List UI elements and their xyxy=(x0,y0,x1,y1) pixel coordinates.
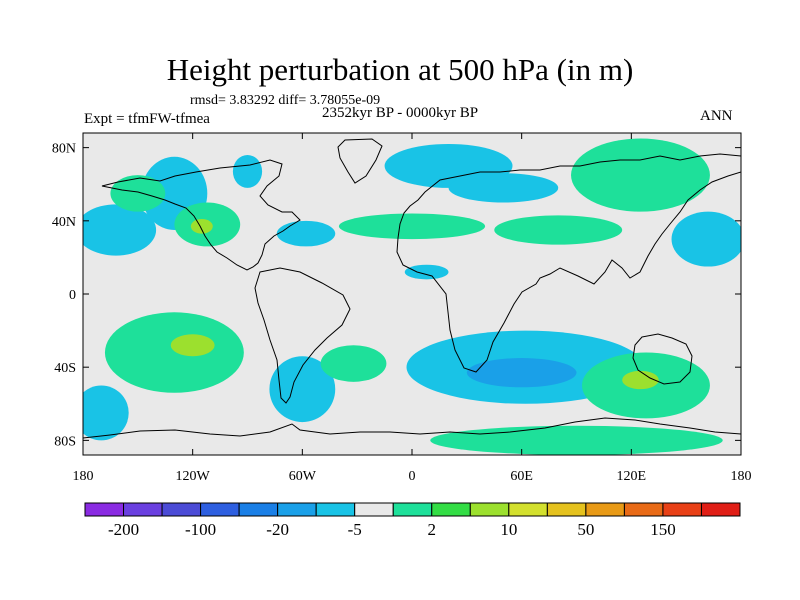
colorbar-label: -5 xyxy=(348,520,362,539)
lon-tick-label: 60W xyxy=(289,469,317,484)
colorbar-swatch xyxy=(508,502,548,517)
anomaly-region-green xyxy=(338,213,486,240)
colorbar-swatch xyxy=(469,502,510,517)
latitude-axis: 80N 40N 0 40S 80S xyxy=(52,142,741,449)
coastline-antarctica xyxy=(83,417,741,439)
anomaly-region-green xyxy=(494,215,623,245)
colorbar-label: -100 xyxy=(185,520,216,539)
coastline-eurasia-africa xyxy=(396,153,741,373)
lat-tick-label: 40N xyxy=(52,215,76,230)
experiment-label: Expt = tfmFW-tfmea xyxy=(84,111,210,127)
lon-tick-label: 120E xyxy=(617,469,647,484)
colorbar-swatch xyxy=(585,502,625,517)
plot-title: Height perturbation at 500 hPa (in m) xyxy=(166,52,634,87)
anomaly-region-lime xyxy=(190,218,213,234)
anomaly-region-blue xyxy=(276,220,336,247)
colorbar-label: -20 xyxy=(266,520,289,539)
colorbar-swatch xyxy=(200,502,240,517)
colorbar-swatch xyxy=(546,502,587,517)
colorbar: -200 -100 -20 -5 2 10 50 150 xyxy=(84,502,741,539)
anomaly-region-green xyxy=(110,175,166,212)
anomaly-region-green xyxy=(571,138,710,212)
anomaly-region-blue xyxy=(448,173,559,203)
lat-tick-label: 80N xyxy=(52,142,76,157)
anomaly-region-core xyxy=(466,358,577,388)
stats-label: rmsd= 3.83292 diff= 3.78055e-09 xyxy=(190,93,381,108)
anomaly-region-lime xyxy=(622,370,659,390)
colorbar-swatch xyxy=(623,502,664,517)
colorbar-swatch xyxy=(354,502,394,517)
colorbar-swatch xyxy=(700,502,741,517)
lon-tick-label: 120W xyxy=(176,469,211,484)
coastline-south-america xyxy=(254,267,351,404)
colorbar-swatch xyxy=(123,502,163,517)
anomaly-regions xyxy=(83,138,741,455)
anomaly-region-blue xyxy=(404,264,449,280)
longitude-axis: 180 120W 60W 0 60E 120E 180 xyxy=(73,133,752,484)
lat-tick-label: 0 xyxy=(69,288,76,303)
anomaly-region-lime xyxy=(170,334,215,357)
colorbar-swatch xyxy=(392,502,433,517)
anomaly-region-green xyxy=(430,425,723,455)
lat-tick-label: 40S xyxy=(54,361,76,376)
lon-tick-label: 60E xyxy=(510,469,533,484)
colorbar-swatch xyxy=(277,502,317,517)
colorbar-label: -200 xyxy=(108,520,139,539)
colorbar-swatch xyxy=(315,502,356,517)
colorbar-swatch xyxy=(238,502,279,517)
lon-tick-label: 0 xyxy=(409,469,416,484)
colorbar-swatch xyxy=(431,502,471,517)
anomaly-region-blue xyxy=(83,385,129,441)
coastline-north-america xyxy=(101,159,301,271)
lon-tick-label: 180 xyxy=(731,469,752,484)
colorbar-swatch xyxy=(84,502,125,517)
season-label: ANN xyxy=(700,108,733,124)
anomaly-region-blue xyxy=(269,356,336,423)
lat-tick-label: 80S xyxy=(54,434,76,449)
colorbar-label: 150 xyxy=(650,520,676,539)
colorbar-label: 10 xyxy=(500,520,517,539)
coastline-australia xyxy=(632,333,693,385)
colorbar-swatch xyxy=(662,502,702,517)
anomaly-region-blue xyxy=(232,154,263,188)
anomaly-region-green xyxy=(104,312,244,393)
lon-tick-label: 180 xyxy=(73,469,94,484)
colorbar-label: 50 xyxy=(577,520,594,539)
colorbar-swatch xyxy=(161,502,202,517)
anomaly-region-green xyxy=(320,345,387,382)
coastlines xyxy=(83,138,741,439)
anomaly-region-blue xyxy=(671,211,741,267)
coastline-greenland xyxy=(337,138,383,184)
anomaly-region-blue xyxy=(83,204,157,256)
colorbar-label: 2 xyxy=(428,520,437,539)
period-label: 2352kyr BP - 0000kyr BP xyxy=(322,105,479,121)
